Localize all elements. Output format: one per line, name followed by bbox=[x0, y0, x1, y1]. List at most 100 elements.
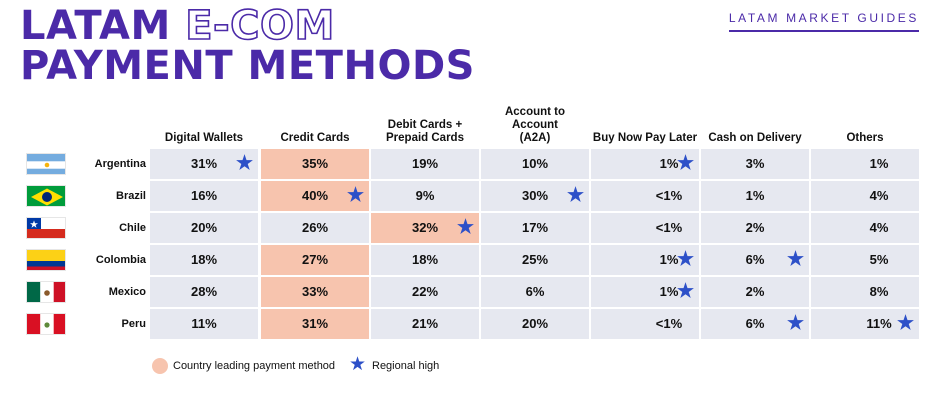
table-cell-chile-debit-cards-prepaid-cards: 32% ★ bbox=[371, 213, 479, 243]
cell-value: 3% bbox=[745, 156, 765, 171]
cell-value: 11% bbox=[191, 316, 217, 331]
cell-value: 18% bbox=[190, 252, 218, 267]
table-cell-argentina-buy-now-pay-later: 1% ★ bbox=[591, 149, 699, 179]
country-label-mexico: Mexico bbox=[108, 286, 146, 298]
cell-value: 27% bbox=[301, 252, 329, 267]
cell-value: 31% bbox=[190, 156, 218, 171]
title-line-2: PAYMENT METHODS bbox=[20, 43, 475, 89]
cell-value: 32% bbox=[411, 220, 439, 235]
cell-value: 6% bbox=[745, 252, 765, 267]
table-cell-argentina-account-to-account-a2a: 10% bbox=[481, 149, 589, 179]
cell-value: 35% bbox=[301, 156, 329, 171]
cell-value: 6% bbox=[525, 284, 545, 299]
title-word-latam: LATAM bbox=[20, 3, 171, 49]
cell-value: 9% bbox=[415, 188, 435, 203]
cell-value: 11% bbox=[866, 316, 892, 331]
table-cell-colombia-others: 5% bbox=[811, 245, 919, 275]
column-header-credit-cards: Credit Cards bbox=[280, 132, 350, 144]
table-cell-peru-others: 11% ★ bbox=[811, 309, 919, 339]
country-label-colombia: Colombia bbox=[95, 254, 146, 266]
cell-value: 19% bbox=[411, 156, 439, 171]
legend-regional-high-label: Regional high bbox=[372, 360, 440, 372]
column-header-debit-cards-prepaid-cards: Debit Cards + Prepaid Cards bbox=[386, 119, 464, 144]
regional-high-star-icon: ★ bbox=[677, 249, 695, 270]
table-cell-brazil-others: 4% bbox=[811, 181, 919, 211]
argentina-flag-icon bbox=[26, 153, 66, 175]
legend-star-icon: ★ bbox=[349, 354, 367, 375]
cell-value: 8% bbox=[869, 284, 889, 299]
cell-value: 1% bbox=[659, 252, 679, 267]
cell-value: 1% bbox=[659, 284, 679, 299]
table-cell-chile-credit-cards: 26% bbox=[261, 213, 369, 243]
cell-value: 10% bbox=[521, 156, 549, 171]
column-header-digital-wallets: Digital Wallets bbox=[164, 132, 244, 144]
table-cell-chile-account-to-account-a2a: 17% bbox=[481, 213, 589, 243]
cell-value: 2% bbox=[745, 220, 765, 235]
table-cell-mexico-account-to-account-a2a: 6% bbox=[481, 277, 589, 307]
cell-value: 4% bbox=[869, 188, 889, 203]
table-cell-peru-credit-cards: 31% bbox=[261, 309, 369, 339]
table-cell-peru-cash-on-delivery: 6% ★ bbox=[701, 309, 809, 339]
column-header-buy-now-pay-later: Buy Now Pay Later bbox=[592, 132, 698, 144]
table-cell-mexico-credit-cards: 33% bbox=[261, 277, 369, 307]
regional-high-star-icon: ★ bbox=[236, 153, 254, 174]
table-cell-mexico-others: 8% bbox=[811, 277, 919, 307]
table-cell-colombia-buy-now-pay-later: 1% ★ bbox=[591, 245, 699, 275]
cell-value: 2% bbox=[745, 284, 765, 299]
cell-value: 1% bbox=[659, 156, 679, 171]
regional-high-star-icon: ★ bbox=[787, 313, 805, 334]
cell-value: 6% bbox=[745, 316, 765, 331]
chile-flag-icon bbox=[26, 217, 66, 239]
cell-value: <1% bbox=[655, 316, 683, 331]
cell-value: 33% bbox=[301, 284, 329, 299]
cell-value: <1% bbox=[655, 188, 683, 203]
table-cell-colombia-cash-on-delivery: 6% ★ bbox=[701, 245, 809, 275]
cell-value: 28% bbox=[190, 284, 218, 299]
cell-value: 40% bbox=[301, 188, 329, 203]
table-cell-peru-buy-now-pay-later: <1% bbox=[591, 309, 699, 339]
table-cell-argentina-cash-on-delivery: 3% bbox=[701, 149, 809, 179]
country-label-peru: Peru bbox=[121, 318, 146, 330]
table-cell-brazil-credit-cards: 40% ★ bbox=[261, 181, 369, 211]
brazil-flag-icon bbox=[26, 185, 66, 207]
country-label-chile: Chile bbox=[119, 222, 146, 234]
table-cell-chile-others: 4% bbox=[811, 213, 919, 243]
cell-value: 21% bbox=[411, 316, 439, 331]
table-cell-brazil-buy-now-pay-later: <1% bbox=[591, 181, 699, 211]
title-line-1: LATAM E-COM bbox=[20, 3, 475, 49]
peru-flag-icon bbox=[26, 313, 66, 335]
table-cell-peru-debit-cards-prepaid-cards: 21% bbox=[371, 309, 479, 339]
table-cell-brazil-cash-on-delivery: 1% bbox=[701, 181, 809, 211]
table-cell-peru-digital-wallets: 11% bbox=[150, 309, 258, 339]
table-cell-colombia-account-to-account-a2a: 25% bbox=[481, 245, 589, 275]
cell-value: 1% bbox=[869, 156, 889, 171]
regional-high-star-icon: ★ bbox=[347, 185, 365, 206]
cell-value: 18% bbox=[411, 252, 439, 267]
column-header-account-to-account-a2a: Account to Account (A2A) bbox=[504, 106, 566, 144]
table-cell-mexico-debit-cards-prepaid-cards: 22% bbox=[371, 277, 479, 307]
table-cell-argentina-others: 1% bbox=[811, 149, 919, 179]
regional-high-star-icon: ★ bbox=[787, 249, 805, 270]
legend-leading-swatch bbox=[152, 358, 168, 374]
cell-value: 26% bbox=[301, 220, 329, 235]
table-cell-argentina-credit-cards: 35% bbox=[261, 149, 369, 179]
cell-value: 4% bbox=[869, 220, 889, 235]
country-label-brazil: Brazil bbox=[116, 190, 146, 202]
table-cell-brazil-debit-cards-prepaid-cards: 9% bbox=[371, 181, 479, 211]
column-header-cash-on-delivery: Cash on Delivery bbox=[708, 132, 802, 144]
cell-value: 1% bbox=[745, 188, 765, 203]
table-cell-mexico-cash-on-delivery: 2% bbox=[701, 277, 809, 307]
table-cell-argentina-digital-wallets: 31% ★ bbox=[150, 149, 258, 179]
table-cell-colombia-credit-cards: 27% bbox=[261, 245, 369, 275]
cell-value: 25% bbox=[521, 252, 549, 267]
page-title: LATAM E-COM PAYMENT METHODS bbox=[20, 3, 475, 89]
colombia-flag-icon bbox=[26, 249, 66, 271]
cell-value: 20% bbox=[521, 316, 549, 331]
regional-high-star-icon: ★ bbox=[897, 313, 915, 334]
table-cell-mexico-buy-now-pay-later: 1% ★ bbox=[591, 277, 699, 307]
table-cell-colombia-debit-cards-prepaid-cards: 18% bbox=[371, 245, 479, 275]
table-cell-mexico-digital-wallets: 28% bbox=[150, 277, 258, 307]
regional-high-star-icon: ★ bbox=[677, 281, 695, 302]
regional-high-star-icon: ★ bbox=[457, 217, 475, 238]
mexico-flag-icon bbox=[26, 281, 66, 303]
